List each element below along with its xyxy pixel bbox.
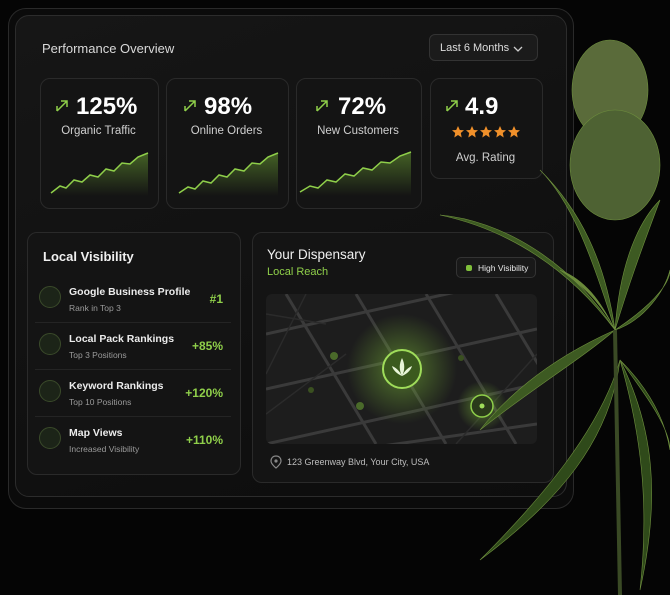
item-stat: +120% [185, 386, 223, 400]
divider [35, 322, 231, 323]
address-pin [270, 455, 282, 469]
section-subtitle: Local Reach [267, 266, 329, 278]
item-stat: #1 [209, 292, 223, 306]
metric-value: 72% [338, 93, 387, 120]
section-title: Your Dispensary [267, 247, 366, 262]
item-stat: +110% [185, 433, 223, 447]
divider [35, 369, 231, 370]
period-label[interactable]: Last 6 Months [440, 41, 510, 54]
item-stat: +85% [191, 339, 223, 353]
address: 123 Greenway Blvd, Your City, USA [287, 457, 430, 467]
trend-arrows [56, 100, 458, 112]
page-title: Performance Overview [42, 41, 175, 56]
badge-dot [466, 264, 472, 271]
item-detail: Top 10 Positions [69, 397, 132, 407]
item-name: Map Views [69, 427, 123, 439]
metric-label: Organic Traffic [61, 125, 136, 137]
chevron [513, 46, 523, 52]
item-detail: Increased Visibility [69, 444, 140, 454]
metric-label: Online Orders [190, 125, 263, 137]
metric-value: 125% [76, 93, 138, 120]
metric-value: 4.9 [465, 93, 499, 120]
metric-label: New Customers [317, 125, 399, 137]
item-name: Local Pack Rankings [69, 333, 175, 345]
item-icon [39, 333, 61, 355]
divider [35, 416, 231, 417]
item-icon [39, 286, 61, 308]
metric-label: Avg. Rating [455, 152, 516, 164]
item-detail: Rank in Top 3 [69, 303, 121, 313]
metric-value: 98% [204, 93, 253, 120]
item-name: Keyword Rankings [69, 380, 164, 392]
item-icon [39, 427, 61, 449]
item-icon [39, 380, 61, 402]
visibility-badge: High Visibility [456, 257, 536, 278]
section-title: Local Visibility [43, 249, 134, 264]
metric-card [430, 78, 543, 179]
rating-stars [452, 126, 520, 138]
period-dropdown[interactable]: Last 6 Months [429, 34, 538, 61]
visibility-card [27, 232, 241, 475]
item-detail: Top 3 Positions [69, 350, 127, 360]
sparklines [50, 151, 412, 196]
plant-illustration [439, 39, 670, 595]
item-name: Google Business Profile [69, 286, 191, 298]
badge-label: High Visibility [478, 262, 529, 273]
